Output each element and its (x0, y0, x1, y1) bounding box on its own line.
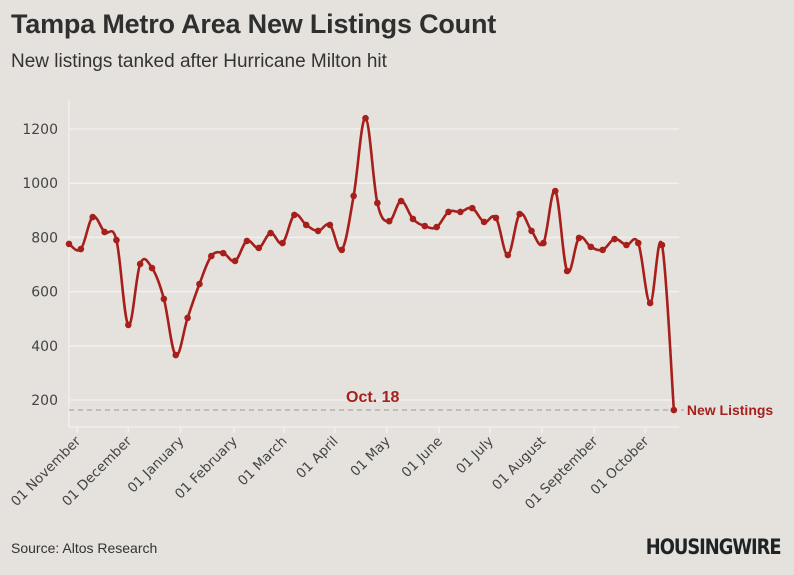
data-point (516, 210, 523, 218)
data-point (326, 221, 334, 229)
data-point (480, 218, 488, 226)
data-point (243, 237, 251, 245)
x-tick-label: 01 June (399, 434, 446, 481)
data-point (77, 245, 85, 253)
data-point (528, 227, 535, 235)
data-point (563, 267, 571, 275)
annotations: Oct. 18 New Listings (346, 389, 773, 418)
data-point (623, 241, 630, 249)
y-tick-label: 400 (31, 339, 58, 355)
data-point (409, 215, 417, 223)
data-point (658, 241, 666, 249)
data-point (611, 235, 618, 243)
data-point (113, 236, 120, 244)
data-point (587, 243, 595, 251)
data-point (184, 314, 191, 322)
data-point (634, 239, 642, 247)
data-point (385, 217, 393, 225)
data-point (267, 229, 274, 237)
data-point (231, 257, 239, 265)
data-point (338, 246, 346, 254)
data-point (302, 221, 310, 229)
y-tick-label: 200 (31, 393, 58, 409)
data-point (433, 223, 440, 231)
data-point (575, 234, 583, 242)
data-point (314, 227, 322, 235)
data-point (599, 246, 606, 254)
y-tick-label: 1200 (22, 122, 58, 138)
data-point (89, 213, 97, 221)
data-point (374, 199, 381, 207)
data-point (101, 228, 108, 236)
data-point (350, 192, 357, 200)
x-tick-label: 01 May (347, 434, 393, 480)
y-axis-ticks: 200 400 600 800 1000 1200 (22, 122, 58, 409)
data-point (148, 264, 156, 272)
chart-subtitle: New listings tanked after Hurricane Milt… (11, 51, 387, 72)
x-tick-label: 01 March (235, 434, 291, 490)
data-point (492, 214, 500, 222)
y-tick-label: 600 (31, 285, 58, 301)
data-point (172, 351, 180, 359)
data-point (160, 295, 168, 303)
data-point (504, 251, 512, 259)
data-point (362, 114, 369, 122)
data-point (255, 244, 263, 252)
data-point (670, 406, 678, 414)
housingwire-logo: HOUSINGWIRE (646, 535, 782, 559)
data-point (125, 321, 132, 329)
x-tick-label: 01 July (453, 434, 497, 478)
annotation-oct-18: Oct. 18 (346, 389, 399, 406)
data-point (291, 211, 298, 219)
data-point (208, 252, 215, 260)
data-point (540, 239, 547, 247)
x-tick-label: 01 April (293, 434, 341, 482)
data-point (219, 249, 227, 257)
series-end-label: New Listings (687, 402, 774, 418)
data-point (468, 204, 476, 212)
data-point (457, 208, 464, 216)
data-point (646, 299, 654, 307)
chart-title: Tampa Metro Area New Listings Count (11, 9, 497, 39)
source-note: Source: Altos Research (11, 540, 158, 556)
data-point (551, 187, 559, 195)
axes (68, 100, 679, 428)
y-tick-label: 800 (31, 230, 58, 246)
y-tick-label: 1000 (22, 176, 58, 192)
data-point (445, 208, 452, 216)
data-point (421, 222, 429, 230)
data-point (136, 260, 144, 268)
data-point (196, 280, 203, 288)
data-point (65, 240, 73, 248)
data-point (279, 239, 286, 247)
data-point (397, 197, 405, 205)
series-new-listings (65, 114, 678, 414)
series-line (68, 116, 676, 411)
